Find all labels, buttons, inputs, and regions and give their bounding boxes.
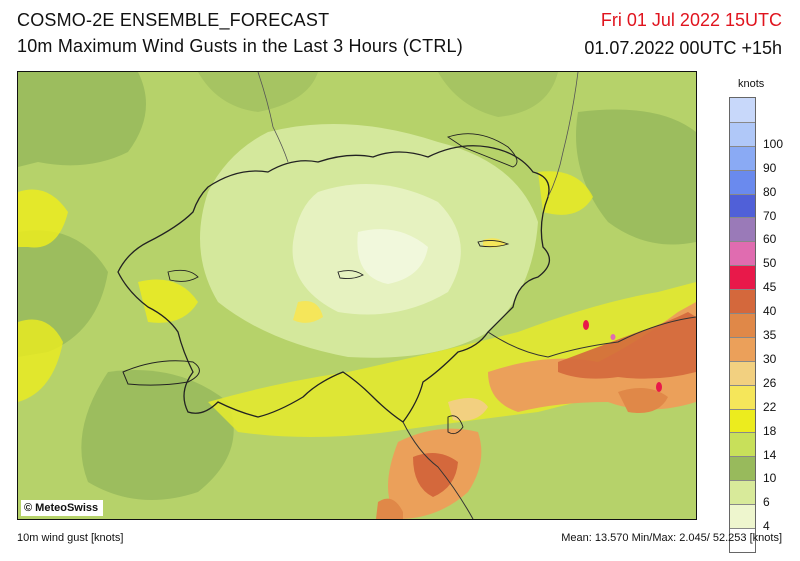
- legend-label: 100: [763, 136, 784, 151]
- map-title: COSMO-2E ENSEMBLE_FORECAST: [17, 10, 330, 30]
- legend-label: 22: [763, 399, 777, 414]
- legend-label: 4: [763, 519, 770, 534]
- color-legend: [729, 97, 756, 553]
- legend-label: 14: [763, 447, 777, 462]
- legend-label: 35: [763, 328, 777, 342]
- wind-gust-map: © MeteoSwiss: [17, 71, 697, 520]
- legend-label: 40: [763, 304, 777, 319]
- legend-swatch: [730, 217, 755, 242]
- legend-swatch: [730, 145, 755, 170]
- legend-swatch: [730, 504, 755, 529]
- legend-swatch: [730, 336, 755, 361]
- legend-swatch: [730, 528, 755, 552]
- legend-label: 26: [763, 375, 777, 390]
- legend-unit: knots: [738, 78, 765, 90]
- legend-swatch: [730, 432, 755, 457]
- legend-swatch: [730, 456, 755, 481]
- legend-swatch: [730, 98, 755, 122]
- legend-swatch: [730, 360, 755, 385]
- legend-label: 50: [763, 256, 777, 271]
- legend-swatch: [730, 313, 755, 337]
- legend-label: 10: [763, 471, 777, 486]
- legend-label: 90: [763, 160, 777, 175]
- legend-swatch: [730, 384, 755, 409]
- footer-variable: 10m wind gust [knots]: [17, 532, 124, 544]
- legend-label: 45: [763, 280, 777, 295]
- legend-swatch: [730, 121, 755, 146]
- legend-label: 60: [763, 232, 777, 247]
- legend-label: 80: [763, 184, 777, 199]
- valid-time: Fri 01 Jul 2022 15UTC: [600, 10, 782, 30]
- legend-swatch: [730, 289, 755, 314]
- footer-stats: Mean: 13.570 Min/Max: 2.045/ 52.253 [kno…: [561, 532, 782, 544]
- legend-swatch: [730, 408, 755, 433]
- legend-swatch: [730, 265, 755, 290]
- legend-swatch: [730, 169, 755, 194]
- legend-label: 70: [763, 208, 777, 223]
- legend-label: 30: [763, 351, 777, 366]
- map-canvas: [18, 72, 696, 519]
- run-time: 01.07.2022 00UTC +15h: [584, 38, 782, 58]
- legend-swatch: [730, 480, 755, 505]
- copyright-label: © MeteoSwiss: [21, 500, 104, 516]
- legend-label: 18: [763, 423, 777, 438]
- copyright-icon: © MeteoSwiss: [24, 502, 99, 514]
- map-subtitle: 10m Maximum Wind Gusts in the Last 3 Hou…: [17, 36, 463, 56]
- legend-swatch: [730, 241, 755, 266]
- legend-label: 6: [763, 495, 770, 510]
- legend-swatch: [730, 193, 755, 218]
